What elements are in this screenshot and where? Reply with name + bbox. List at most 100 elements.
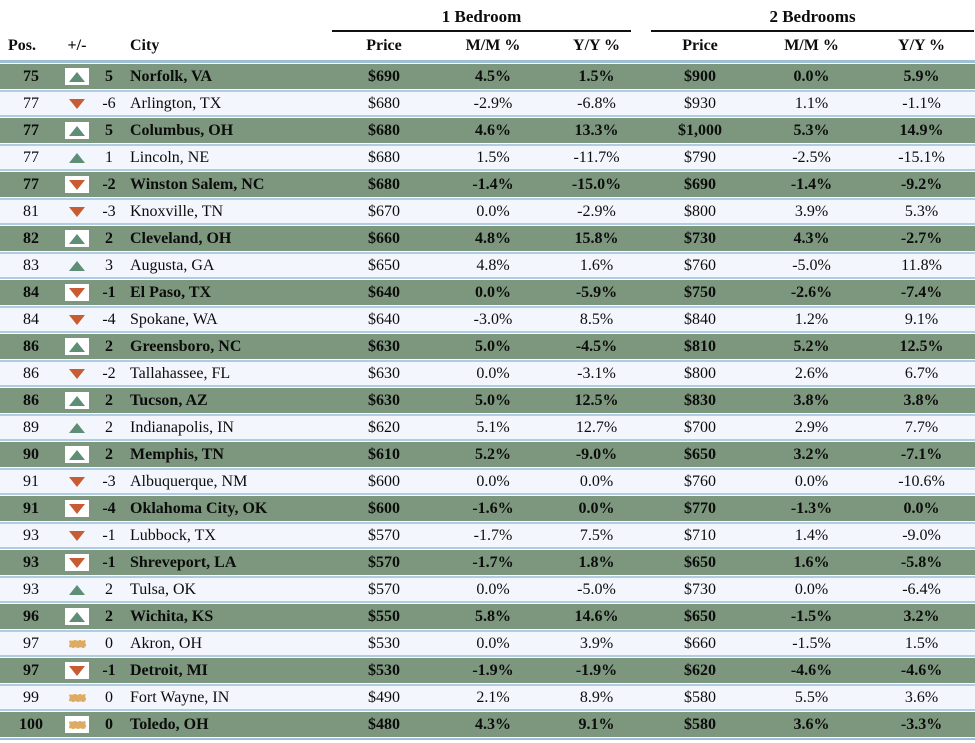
column-header-row: Pos. +/- City Price M/M % Y/Y % Price M/… — [0, 32, 975, 63]
change-cell: -2 — [92, 360, 126, 387]
city-cell: Greensboro, NC — [126, 333, 330, 360]
br1-yy-cell: 1.5% — [548, 63, 646, 90]
br2-mm-cell: 3.2% — [755, 441, 869, 468]
pos-cell: 77 — [0, 90, 62, 117]
trend-cell — [62, 657, 92, 684]
br2-yy-cell: -9.0% — [868, 522, 975, 549]
br1-yy-cell: -15.0% — [548, 171, 646, 198]
br2-mm-cell: -2.5% — [755, 144, 869, 171]
up-triangle-icon — [69, 611, 85, 622]
pos-cell: 97 — [0, 657, 62, 684]
trend-chip — [65, 311, 89, 328]
table-row: 83 3 Augusta, GA $650 4.8% 1.6% $760 -5.0% 11.8% — [0, 252, 975, 279]
br1-mm-cell: -1.7% — [438, 549, 548, 576]
change-cell: -1 — [92, 522, 126, 549]
br1-yy-cell: -6.8% — [548, 90, 646, 117]
br1-price-cell: $620 — [330, 414, 438, 441]
br1-mm-cell: -2.9% — [438, 90, 548, 117]
change-cell: 1 — [92, 144, 126, 171]
br2-price-cell: $650 — [645, 441, 756, 468]
pos-cell: 93 — [0, 522, 62, 549]
change-cell: 2 — [92, 576, 126, 603]
br2-yy-cell: 5.9% — [868, 63, 975, 90]
up-triangle-icon — [69, 584, 85, 595]
trend-cell — [62, 252, 92, 279]
change-cell: 3 — [92, 252, 126, 279]
br2-mm-cell: -1.3% — [755, 495, 869, 522]
trend-cell — [62, 90, 92, 117]
down-triangle-icon — [69, 557, 85, 568]
br2-mm-cell: 1.2% — [755, 306, 869, 333]
city-cell: Fort Wayne, IN — [126, 684, 330, 711]
br1-price-cell: $630 — [330, 360, 438, 387]
group-title-1-bedroom: 1 Bedroom — [332, 7, 632, 32]
trend-cell — [62, 468, 92, 495]
br2-yy-cell: 9.1% — [868, 306, 975, 333]
trend-cell — [62, 144, 92, 171]
br1-mm-cell: -1.7% — [438, 522, 548, 549]
city-cell: Tallahassee, FL — [126, 360, 330, 387]
pos-cell: 86 — [0, 333, 62, 360]
br2-price-cell: $830 — [645, 387, 756, 414]
br2-price-cell: $650 — [645, 549, 756, 576]
down-triangle-icon — [69, 665, 85, 676]
br1-mm-cell: 0.0% — [438, 360, 548, 387]
br1-price-cell: $670 — [330, 198, 438, 225]
trend-cell — [62, 171, 92, 198]
trend-cell — [62, 198, 92, 225]
br1-mm-cell: 5.8% — [438, 603, 548, 630]
column-header-pos: Pos. — [0, 32, 62, 63]
br2-mm-cell: 5.2% — [755, 333, 869, 360]
trend-chip — [65, 635, 89, 652]
trend-cell — [62, 414, 92, 441]
br2-yy-cell: 7.7% — [868, 414, 975, 441]
change-cell: -4 — [92, 306, 126, 333]
br2-yy-cell: 11.8% — [868, 252, 975, 279]
column-header-change-spacer — [92, 32, 126, 63]
br2-price-cell: $840 — [645, 306, 756, 333]
change-cell: 2 — [92, 603, 126, 630]
br1-price-cell: $650 — [330, 252, 438, 279]
city-cell: Lubbock, TX — [126, 522, 330, 549]
change-cell: -3 — [92, 198, 126, 225]
group-header-row: 1 Bedroom 2 Bedrooms — [0, 0, 975, 32]
br1-yy-cell: -9.0% — [548, 441, 646, 468]
change-cell: 0 — [92, 630, 126, 657]
change-cell: -1 — [92, 279, 126, 306]
pos-cell: 96 — [0, 603, 62, 630]
br2-mm-cell: 4.3% — [755, 225, 869, 252]
trend-chip — [65, 122, 89, 140]
br1-yy-cell: 8.9% — [548, 684, 646, 711]
br1-yy-cell: 1.6% — [548, 252, 646, 279]
change-cell: 0 — [92, 711, 126, 738]
br2-yy-cell: 1.5% — [868, 630, 975, 657]
br2-mm-cell: 0.0% — [755, 576, 869, 603]
br1-price-cell: $640 — [330, 306, 438, 333]
trend-cell — [62, 279, 92, 306]
br2-price-cell: $900 — [645, 63, 756, 90]
table-row: 93 2 Tulsa, OK $570 0.0% -5.0% $730 0.0% -6.4% — [0, 576, 975, 603]
column-header-br2-mm: M/M % — [755, 32, 869, 63]
trend-chip — [65, 527, 89, 544]
br2-yy-cell: -4.6% — [868, 657, 975, 684]
trend-chip — [65, 392, 89, 410]
city-cell: Knoxville, TN — [126, 198, 330, 225]
table-row: 77 1 Lincoln, NE $680 1.5% -11.7% $790 -2.5% -15… — [0, 144, 975, 171]
br1-price-cell: $570 — [330, 576, 438, 603]
city-cell: Toledo, OH — [126, 711, 330, 738]
br2-price-cell: $790 — [645, 144, 756, 171]
change-cell: 2 — [92, 441, 126, 468]
city-cell: Albuquerque, NM — [126, 468, 330, 495]
city-cell: Tucson, AZ — [126, 387, 330, 414]
br1-mm-cell: 5.1% — [438, 414, 548, 441]
trend-cell — [62, 387, 92, 414]
table-row: 81 -3 Knoxville, TN $670 0.0% -2.9% $800 3.9% 5.… — [0, 198, 975, 225]
up-triangle-icon — [69, 125, 85, 136]
br1-yy-cell: 12.7% — [548, 414, 646, 441]
br1-yy-cell: 7.5% — [548, 522, 646, 549]
br2-mm-cell: 2.9% — [755, 414, 869, 441]
br1-price-cell: $630 — [330, 387, 438, 414]
pos-cell: 75 — [0, 63, 62, 90]
trend-chip — [65, 176, 89, 194]
br2-price-cell: $730 — [645, 576, 756, 603]
